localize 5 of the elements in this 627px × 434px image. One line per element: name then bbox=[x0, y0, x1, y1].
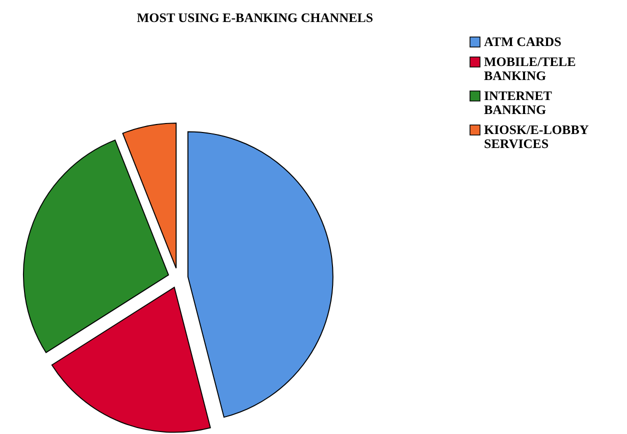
legend-label: INTERNET BANKING bbox=[484, 88, 552, 117]
legend-label: KIOSK/E-LOBBY SERVICES bbox=[484, 122, 590, 151]
chart-title: MOST USING E-BANKING CHANNELS bbox=[136, 10, 374, 25]
legend-label: MOBILE/TELE BANKING bbox=[484, 54, 576, 83]
legend-label: ATM CARDS bbox=[484, 34, 562, 49]
